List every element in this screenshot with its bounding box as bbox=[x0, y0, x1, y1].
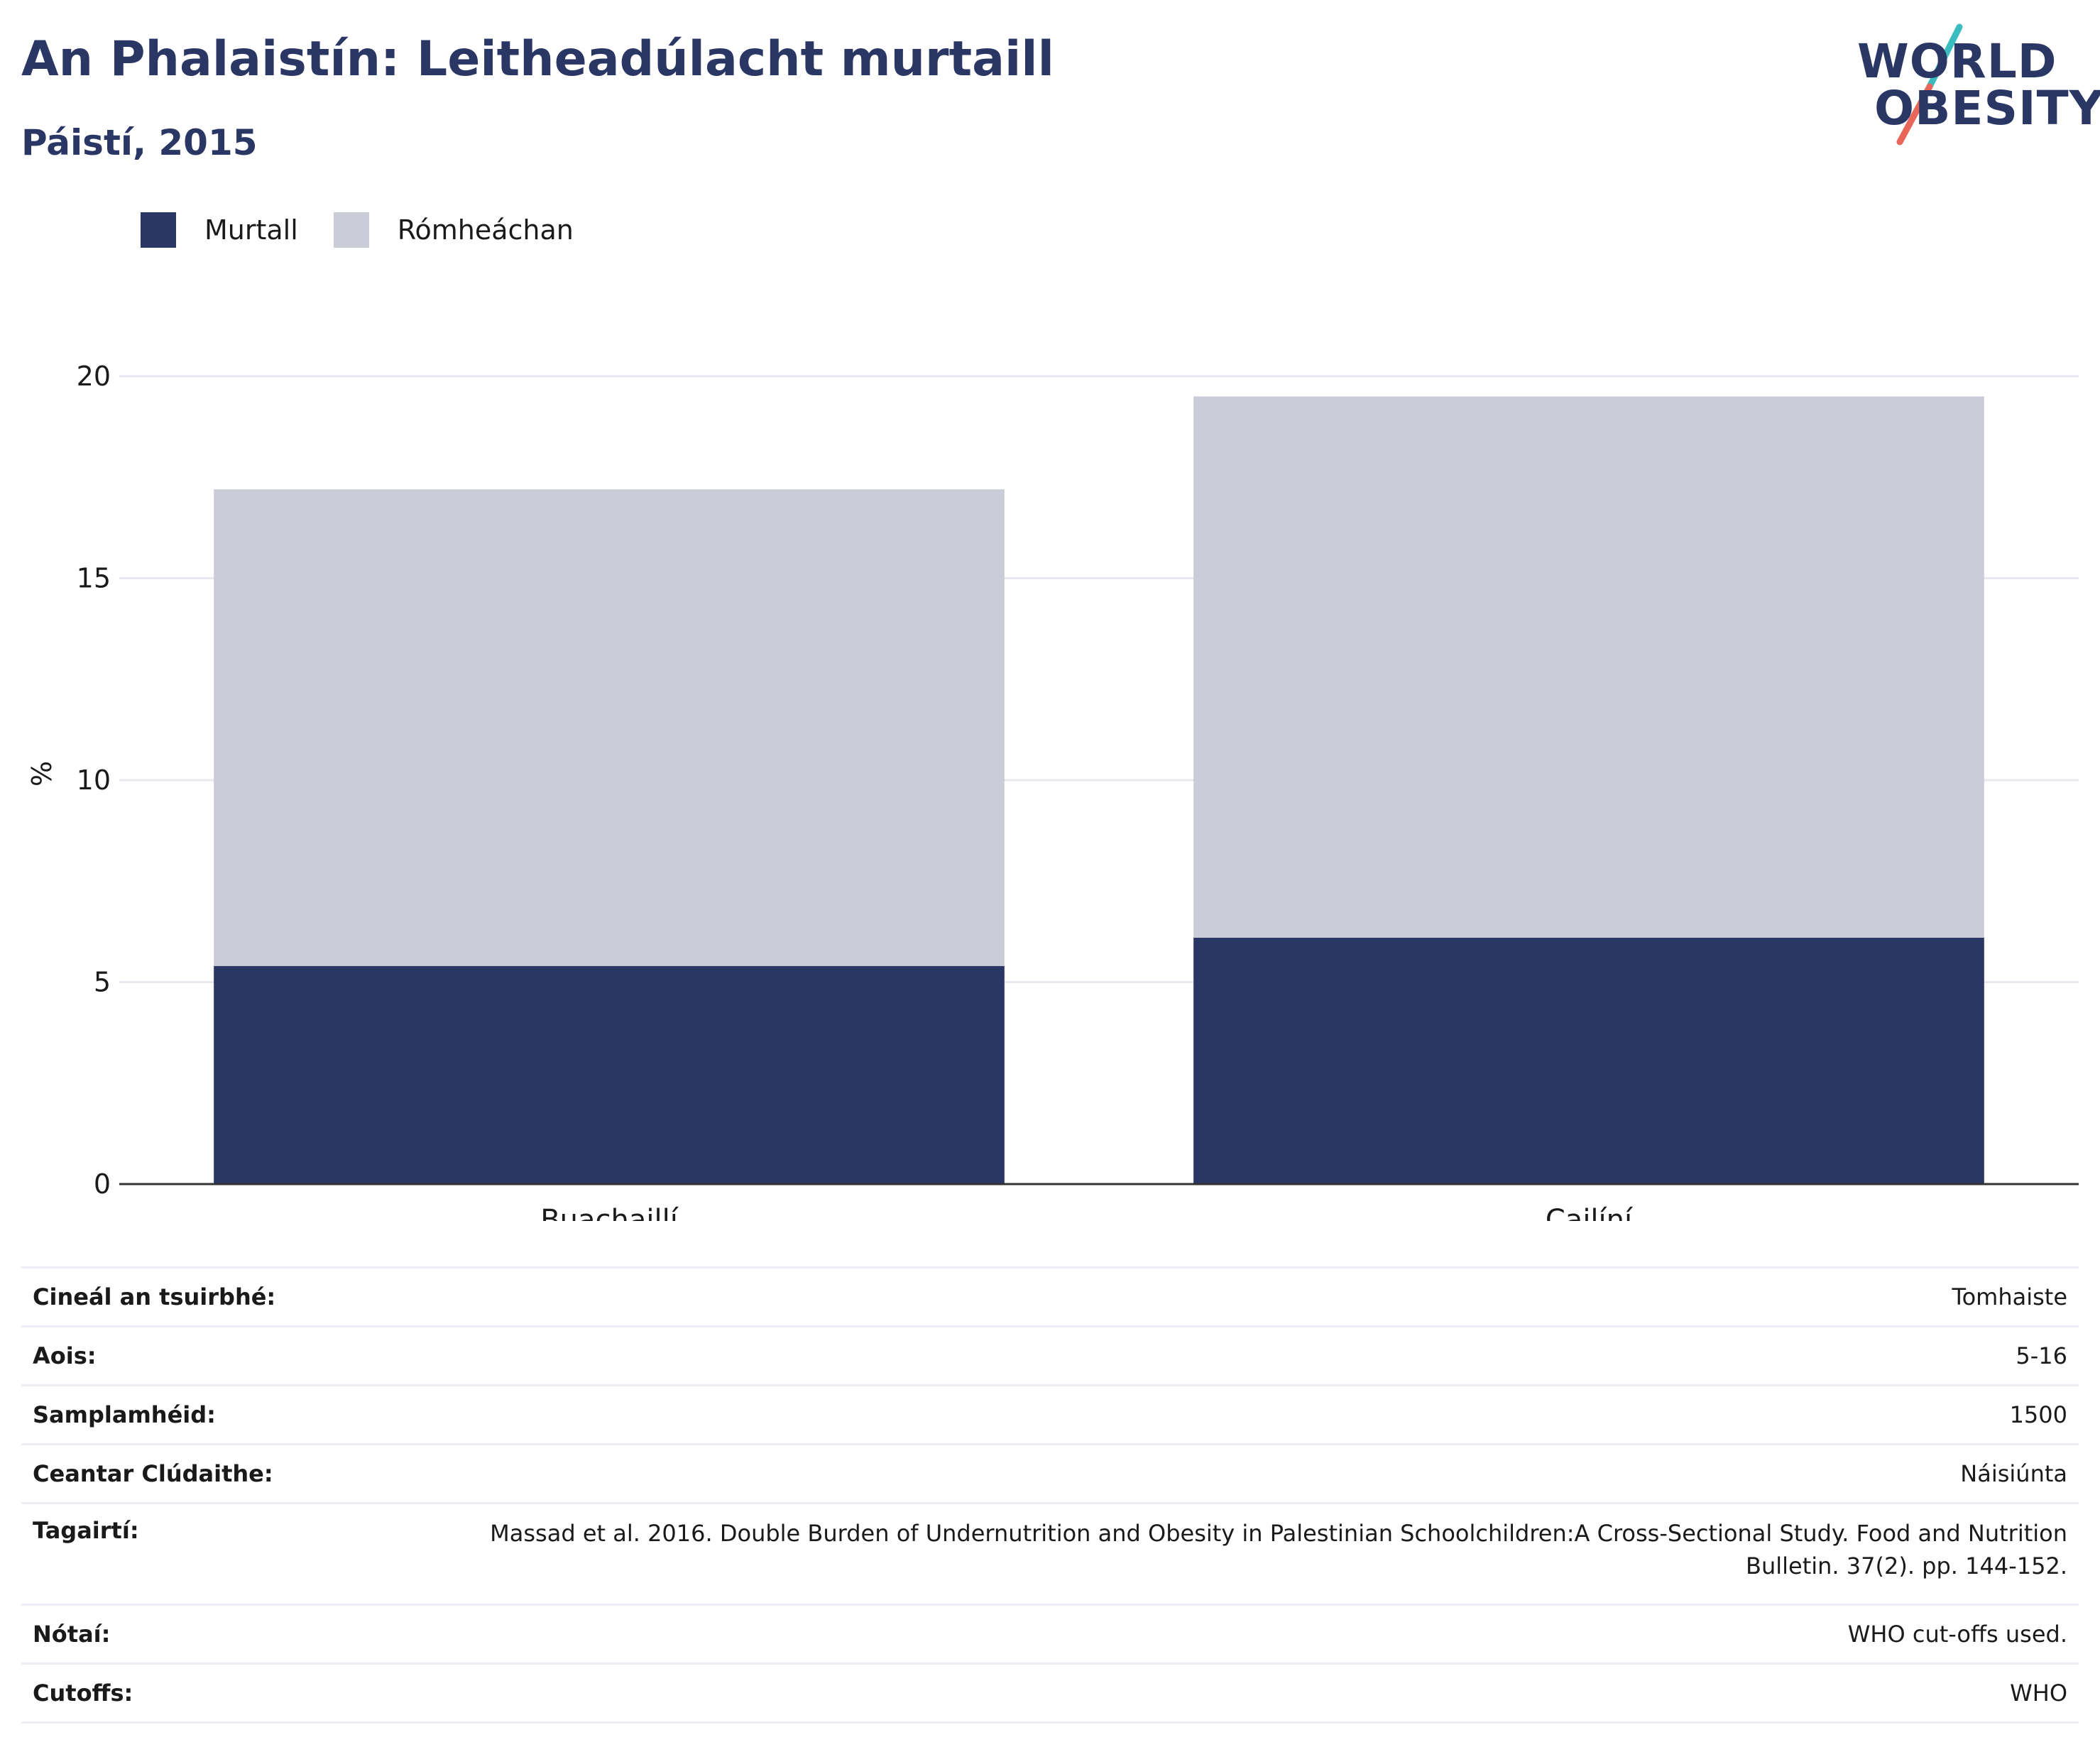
x-axis-ticks: Buachaillí Cailíní bbox=[540, 1204, 1634, 1221]
logo-slash-icon bbox=[1896, 23, 1963, 146]
legend-item-murtall[interactable]: Murtall bbox=[141, 212, 298, 248]
metadata-row: Tagairtí: Massad et al. 2016. Double Burd… bbox=[21, 1502, 2079, 1605]
bar-murtall-0[interactable] bbox=[214, 965, 1005, 1184]
bar-romheachan-0[interactable] bbox=[214, 489, 1005, 966]
legend-item-romheachan[interactable]: Rómheáchan bbox=[333, 212, 574, 248]
y-tick-label: 20 bbox=[77, 361, 111, 392]
metadata-value: WHO bbox=[470, 1663, 2079, 1724]
world-obesity-logo: WORLD OBESITY bbox=[1846, 21, 2100, 149]
metadata-key: Aois: bbox=[21, 1325, 470, 1386]
bar-romheachan-1[interactable] bbox=[1193, 396, 1984, 938]
metadata-row: Ceantar Clúdaithe: Náisiúnta bbox=[21, 1443, 2079, 1504]
metadata-table: Cineál an tsuirbhé: Tomhaiste Aois: 5-16 Sam… bbox=[21, 1266, 2079, 1724]
metadata-key: Ceantar Clúdaithe: bbox=[21, 1443, 470, 1504]
metadata-row: Aois: 5-16 bbox=[21, 1325, 2079, 1386]
chart-subtitle: Páistí, 2015 bbox=[21, 122, 258, 163]
metadata-key: Cineál an tsuirbhé: bbox=[21, 1266, 470, 1327]
metadata-value: 1500 bbox=[470, 1384, 2079, 1445]
y-tick-label: 10 bbox=[77, 765, 111, 796]
bar-chart: 0 5 10 15 20 Buachaillí Cailíní % bbox=[26, 361, 2079, 1221]
metadata-row: Cineál an tsuirbhé: Tomhaiste bbox=[21, 1266, 2079, 1327]
metadata-row: Samplamhéid: 1500 bbox=[21, 1384, 2079, 1445]
legend-swatch-murtall bbox=[141, 212, 176, 248]
bars bbox=[214, 396, 1984, 1184]
logo-text-world: WORLD bbox=[1857, 34, 2057, 89]
x-tick-label: Cailíní bbox=[1546, 1204, 1634, 1221]
metadata-row: Cutoffs: WHO bbox=[21, 1663, 2079, 1724]
metadata-row: Nótaí: WHO cut-offs used. bbox=[21, 1604, 2079, 1664]
metadata-value: Tomhaiste bbox=[470, 1266, 2079, 1327]
metadata-value: Náisiúnta bbox=[470, 1443, 2079, 1504]
logo-text-obesity: OBESITY bbox=[1874, 81, 2100, 136]
bar-murtall-1[interactable] bbox=[1193, 937, 1984, 1184]
y-tick-label: 15 bbox=[77, 563, 111, 594]
y-tick-label: 5 bbox=[94, 967, 111, 998]
metadata-key: Nótaí: bbox=[21, 1604, 470, 1664]
legend: Murtall Rómheáchan bbox=[141, 210, 609, 250]
y-axis-label: % bbox=[26, 761, 58, 787]
chart-title: An Phalaistín: Leitheadúlacht murtaill bbox=[21, 31, 1054, 87]
metadata-key: Tagairtí: bbox=[21, 1502, 470, 1605]
metadata-value: 5-16 bbox=[470, 1325, 2079, 1386]
metadata-value: WHO cut-offs used. bbox=[470, 1604, 2079, 1664]
y-axis-ticks: 0 5 10 15 20 bbox=[77, 361, 111, 1200]
legend-label-murtall: Murtall bbox=[204, 214, 298, 246]
legend-label-romheachan: Rómheáchan bbox=[397, 214, 574, 246]
metadata-value: Massad et al. 2016. Double Burden of Und… bbox=[470, 1502, 2079, 1605]
legend-swatch-romheachan bbox=[333, 212, 369, 248]
metadata-key: Cutoffs: bbox=[21, 1663, 470, 1724]
x-tick-label: Buachaillí bbox=[540, 1204, 679, 1221]
y-tick-label: 0 bbox=[94, 1168, 111, 1200]
metadata-key: Samplamhéid: bbox=[21, 1384, 470, 1445]
